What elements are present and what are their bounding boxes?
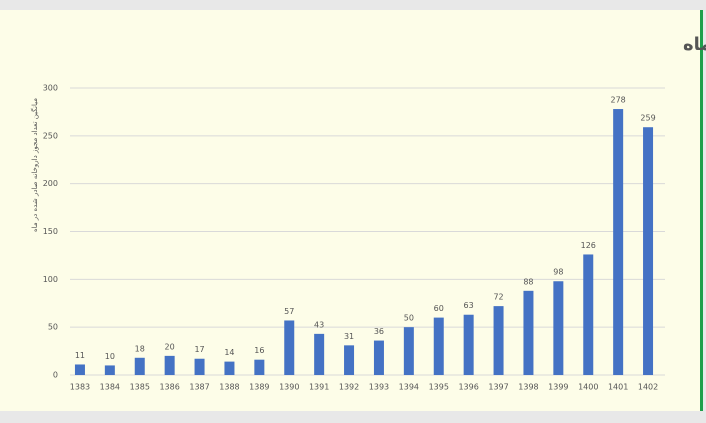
value-label: 11 — [75, 351, 85, 360]
bar — [104, 365, 115, 375]
value-label: 60 — [434, 304, 444, 313]
x-tick-label: 1400 — [578, 383, 598, 392]
bar — [344, 345, 355, 375]
value-label: 36 — [374, 327, 384, 336]
bar — [164, 355, 175, 375]
bar — [314, 333, 325, 375]
x-tick-label: 1391 — [309, 383, 329, 392]
value-label: 126 — [581, 241, 596, 250]
x-tick-label: 1395 — [429, 383, 449, 392]
x-tick-label: 1399 — [548, 383, 568, 392]
value-label: 17 — [194, 345, 204, 354]
x-tick-label: 1386 — [159, 383, 179, 392]
x-tick-label: 1388 — [219, 383, 239, 392]
y-axis-label: میانگین تعداد مجوز داروخانه صادر شده در … — [30, 98, 39, 232]
x-tick-label: 1398 — [518, 383, 538, 392]
value-label: 72 — [493, 293, 503, 302]
x-tick-label: 1396 — [458, 383, 478, 392]
bar — [613, 109, 624, 376]
value-label: 10 — [105, 352, 115, 361]
x-tick-label: 1384 — [100, 383, 120, 392]
y-tick-label: 50 — [48, 323, 58, 332]
value-label: 98 — [553, 268, 563, 277]
bar — [254, 359, 265, 375]
x-tick-label: 1402 — [638, 383, 658, 392]
value-label: 57 — [284, 307, 294, 316]
value-label: 63 — [464, 301, 474, 310]
x-tick-label: 1394 — [399, 383, 419, 392]
y-tick-label: 200 — [43, 179, 58, 188]
x-tick-label: 1392 — [339, 383, 359, 392]
value-label: 259 — [640, 114, 655, 123]
bar — [583, 254, 594, 375]
value-label: 18 — [135, 344, 145, 353]
bar — [553, 281, 564, 375]
x-tick-label: 1383 — [70, 383, 90, 392]
x-tick-label: 1401 — [608, 383, 628, 392]
value-label: 50 — [404, 314, 414, 323]
bar — [373, 340, 384, 375]
x-tick-label: 1387 — [189, 383, 209, 392]
x-tick-label: 1385 — [130, 383, 150, 392]
value-label: 31 — [344, 332, 354, 341]
value-label: 43 — [314, 320, 324, 329]
bar — [493, 306, 504, 375]
bar — [224, 361, 235, 375]
y-tick-label: 150 — [43, 227, 58, 236]
value-label: 14 — [224, 348, 234, 357]
bar — [134, 357, 145, 375]
y-tick-label: 250 — [43, 131, 58, 140]
bar — [403, 327, 414, 375]
accent-bar — [700, 10, 703, 411]
value-label: 88 — [523, 277, 533, 286]
value-label: 16 — [254, 346, 264, 355]
x-tick-label: 1390 — [279, 383, 299, 392]
value-label: 20 — [165, 342, 175, 351]
y-tick-label: 0 — [53, 371, 58, 380]
value-label: 278 — [611, 96, 626, 105]
x-tick-label: 1393 — [369, 383, 389, 392]
bar — [463, 314, 474, 375]
bar — [433, 317, 444, 375]
bar — [523, 290, 534, 375]
bar — [74, 364, 85, 375]
bar — [643, 127, 654, 376]
y-tick-label: 100 — [43, 275, 58, 284]
y-tick-label: 300 — [43, 84, 58, 93]
bar — [194, 358, 205, 375]
bar — [284, 320, 295, 375]
x-tick-label: 1397 — [488, 383, 508, 392]
x-tick-label: 1389 — [249, 383, 269, 392]
chart-title: روند میانگین تعداد مجوز داروخانه صادر شد… — [683, 33, 706, 55]
